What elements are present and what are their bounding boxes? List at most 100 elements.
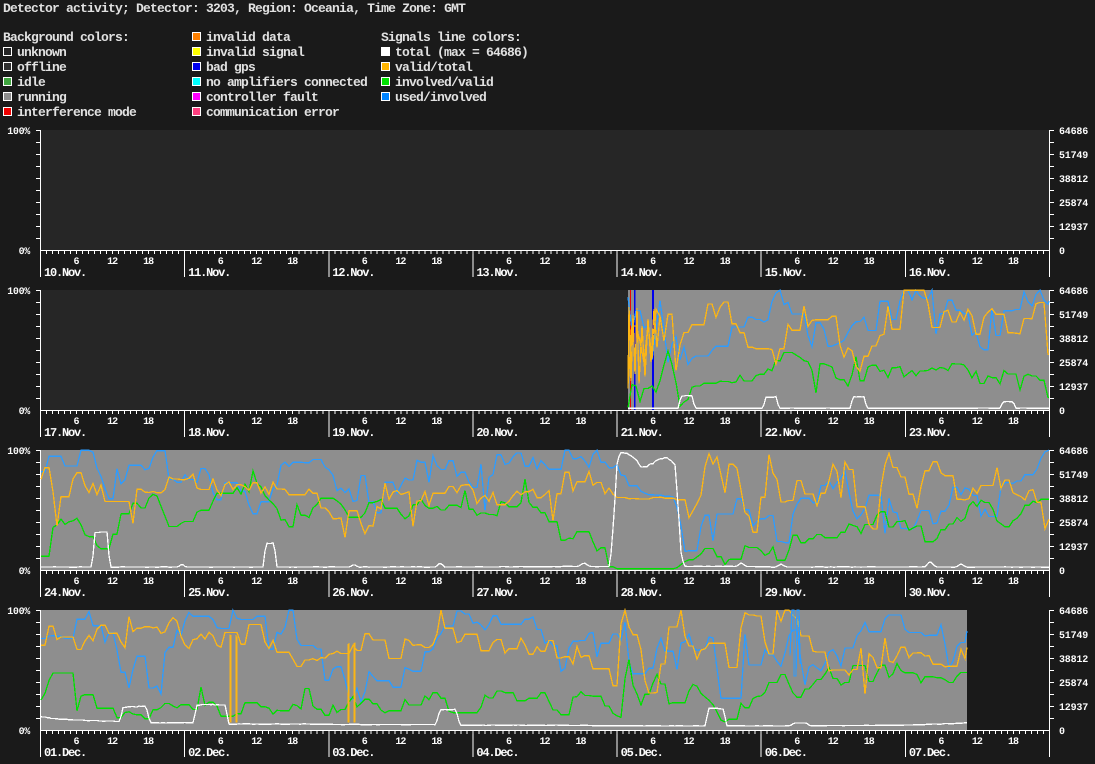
svg-text:12: 12: [251, 577, 262, 588]
svg-text:6: 6: [506, 417, 512, 428]
svg-text:02.Dec.: 02.Dec.: [188, 746, 230, 760]
svg-text:12: 12: [684, 737, 695, 748]
svg-text:64686: 64686: [1059, 287, 1088, 298]
svg-text:6: 6: [506, 737, 512, 748]
svg-text:11.Nov.: 11.Nov.: [188, 266, 230, 280]
svg-text:12: 12: [828, 577, 839, 588]
svg-text:18: 18: [864, 577, 875, 588]
svg-text:18: 18: [720, 577, 731, 588]
svg-text:12: 12: [107, 417, 118, 428]
svg-text:6: 6: [73, 577, 79, 588]
svg-text:12: 12: [972, 257, 983, 268]
svg-text:13.Nov.: 13.Nov.: [476, 266, 518, 280]
svg-text:6: 6: [938, 257, 944, 268]
svg-text:18: 18: [287, 737, 298, 748]
svg-text:12937: 12937: [1059, 223, 1088, 234]
svg-text:6: 6: [362, 257, 368, 268]
svg-text:12: 12: [107, 257, 118, 268]
svg-text:6: 6: [73, 737, 79, 748]
svg-text:23.Nov.: 23.Nov.: [909, 426, 951, 440]
svg-text:18: 18: [143, 737, 154, 748]
svg-text:18: 18: [287, 577, 298, 588]
svg-text:6: 6: [362, 737, 368, 748]
svg-text:29.Nov.: 29.Nov.: [765, 586, 807, 600]
svg-text:22.Nov.: 22.Nov.: [765, 426, 807, 440]
svg-text:12: 12: [395, 737, 406, 748]
svg-text:12: 12: [828, 737, 839, 748]
svg-text:01.Dec.: 01.Dec.: [44, 746, 86, 760]
svg-text:12937: 12937: [1059, 383, 1088, 394]
svg-text:12937: 12937: [1059, 543, 1088, 554]
svg-text:12: 12: [828, 417, 839, 428]
svg-text:16.Nov.: 16.Nov.: [909, 266, 951, 280]
svg-text:12: 12: [251, 257, 262, 268]
svg-text:07.Dec.: 07.Dec.: [909, 746, 951, 760]
svg-text:12: 12: [539, 737, 550, 748]
svg-text:12: 12: [972, 737, 983, 748]
svg-text:18: 18: [431, 417, 442, 428]
svg-text:12: 12: [972, 417, 983, 428]
svg-text:18: 18: [1008, 417, 1019, 428]
svg-text:12: 12: [539, 257, 550, 268]
svg-text:18: 18: [864, 417, 875, 428]
svg-text:6: 6: [218, 577, 224, 588]
svg-text:12.Nov.: 12.Nov.: [332, 266, 374, 280]
svg-text:18: 18: [431, 257, 442, 268]
svg-text:18: 18: [143, 577, 154, 588]
svg-text:18: 18: [864, 737, 875, 748]
svg-text:18: 18: [143, 417, 154, 428]
svg-text:18: 18: [575, 417, 586, 428]
svg-text:6: 6: [506, 577, 512, 588]
svg-text:18: 18: [575, 257, 586, 268]
svg-text:6: 6: [650, 577, 656, 588]
svg-text:6: 6: [938, 417, 944, 428]
svg-text:100%: 100%: [7, 607, 30, 618]
svg-text:12: 12: [395, 257, 406, 268]
svg-text:18: 18: [575, 577, 586, 588]
svg-text:6: 6: [794, 417, 800, 428]
svg-text:12: 12: [251, 417, 262, 428]
svg-text:18: 18: [431, 577, 442, 588]
svg-text:19.Nov.: 19.Nov.: [332, 426, 374, 440]
svg-text:51749: 51749: [1059, 311, 1088, 322]
svg-text:12: 12: [684, 417, 695, 428]
svg-text:0: 0: [1059, 727, 1065, 738]
svg-text:38812: 38812: [1059, 335, 1088, 346]
svg-text:12: 12: [828, 257, 839, 268]
svg-text:12: 12: [395, 577, 406, 588]
svg-text:18: 18: [1008, 737, 1019, 748]
svg-text:12: 12: [539, 577, 550, 588]
svg-text:6: 6: [938, 577, 944, 588]
svg-text:18: 18: [864, 257, 875, 268]
svg-text:100%: 100%: [7, 287, 30, 298]
svg-text:0%: 0%: [19, 407, 31, 418]
svg-text:20.Nov.: 20.Nov.: [476, 426, 518, 440]
svg-text:26.Nov.: 26.Nov.: [332, 586, 374, 600]
svg-text:64686: 64686: [1059, 127, 1088, 138]
svg-text:18: 18: [431, 737, 442, 748]
svg-text:04.Dec.: 04.Dec.: [476, 746, 518, 760]
svg-text:6: 6: [938, 737, 944, 748]
svg-text:6: 6: [506, 257, 512, 268]
svg-text:38812: 38812: [1059, 175, 1088, 186]
svg-text:38812: 38812: [1059, 655, 1088, 666]
svg-text:28.Nov.: 28.Nov.: [621, 586, 663, 600]
svg-text:6: 6: [362, 417, 368, 428]
svg-text:0: 0: [1059, 407, 1065, 418]
svg-text:6: 6: [218, 257, 224, 268]
svg-text:12: 12: [539, 417, 550, 428]
svg-text:18.Nov.: 18.Nov.: [188, 426, 230, 440]
svg-text:10.Nov.: 10.Nov.: [44, 266, 86, 280]
svg-text:6: 6: [794, 737, 800, 748]
svg-text:03.Dec.: 03.Dec.: [332, 746, 374, 760]
svg-text:6: 6: [794, 257, 800, 268]
svg-text:05.Dec.: 05.Dec.: [621, 746, 663, 760]
svg-text:12: 12: [107, 577, 118, 588]
svg-text:6: 6: [362, 577, 368, 588]
svg-text:14.Nov.: 14.Nov.: [621, 266, 663, 280]
svg-text:12: 12: [684, 577, 695, 588]
svg-text:12: 12: [395, 417, 406, 428]
svg-text:100%: 100%: [7, 127, 30, 138]
svg-text:25874: 25874: [1059, 199, 1088, 210]
svg-text:0: 0: [1059, 567, 1065, 578]
